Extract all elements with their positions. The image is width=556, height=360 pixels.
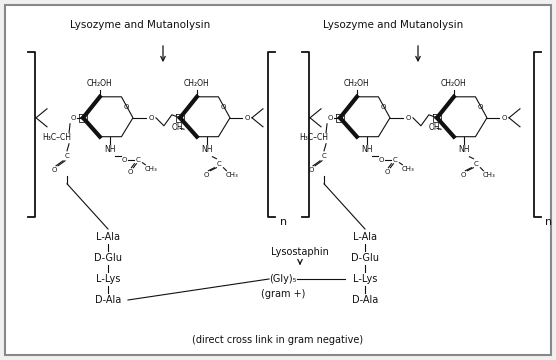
Text: OH: OH [171, 123, 183, 132]
Text: CH₃: CH₃ [226, 172, 239, 178]
Text: C: C [393, 157, 398, 163]
FancyBboxPatch shape [5, 5, 551, 355]
Text: Lysozyme and Mutanolysin: Lysozyme and Mutanolysin [70, 20, 210, 30]
Text: L-Ala: L-Ala [96, 232, 120, 242]
Text: O: O [221, 104, 226, 110]
Text: n: n [545, 217, 552, 227]
Text: O: O [478, 104, 483, 110]
Text: (Gly)₅: (Gly)₅ [269, 274, 297, 284]
Text: O: O [327, 115, 332, 121]
Text: O: O [309, 167, 314, 173]
Text: O: O [502, 115, 507, 121]
Text: O: O [405, 115, 411, 121]
Text: O: O [123, 104, 129, 110]
Text: L-Ala: L-Ala [353, 232, 377, 242]
Text: D-Ala: D-Ala [352, 295, 378, 305]
Text: D-Glu: D-Glu [94, 253, 122, 263]
Text: D-Ala: D-Ala [95, 295, 121, 305]
Text: OH: OH [428, 123, 440, 132]
Text: O: O [128, 169, 133, 175]
Text: NH: NH [105, 145, 116, 154]
Text: (gram +): (gram +) [261, 289, 305, 299]
Text: C: C [474, 161, 479, 167]
Text: O: O [203, 172, 209, 178]
Text: O: O [461, 172, 466, 178]
Text: O: O [379, 157, 384, 163]
Text: NH: NH [459, 145, 470, 154]
Text: CH₂OH: CH₂OH [344, 79, 370, 88]
Text: L-Lys: L-Lys [96, 274, 120, 284]
Text: CH₃: CH₃ [145, 166, 158, 172]
Text: CH₃: CH₃ [402, 166, 415, 172]
Text: (direct cross link in gram negative): (direct cross link in gram negative) [192, 335, 364, 345]
Text: O: O [51, 167, 57, 173]
Text: NH: NH [202, 145, 213, 154]
Text: CH₃: CH₃ [483, 172, 496, 178]
Text: H₃C–CH: H₃C–CH [300, 133, 329, 142]
Text: O: O [122, 157, 127, 163]
Text: CH₂OH: CH₂OH [87, 79, 113, 88]
Text: CH₂OH: CH₂OH [184, 79, 210, 88]
Text: O: O [71, 115, 76, 121]
Text: C: C [136, 157, 141, 163]
Text: L-Lys: L-Lys [353, 274, 377, 284]
Text: C: C [217, 161, 222, 167]
Text: O: O [380, 104, 386, 110]
Text: Lysozyme and Mutanolysin: Lysozyme and Mutanolysin [323, 20, 463, 30]
Text: O: O [244, 115, 250, 121]
Text: D-Glu: D-Glu [351, 253, 379, 263]
Text: O: O [385, 169, 390, 175]
Text: Lysostaphin: Lysostaphin [271, 247, 329, 257]
Text: NH: NH [361, 145, 373, 154]
Text: CH₂OH: CH₂OH [441, 79, 466, 88]
Text: H₃C–CH: H₃C–CH [43, 133, 72, 142]
Text: C: C [322, 153, 326, 159]
Text: n: n [280, 217, 287, 227]
Text: C: C [64, 153, 70, 159]
Text: O: O [148, 115, 153, 121]
